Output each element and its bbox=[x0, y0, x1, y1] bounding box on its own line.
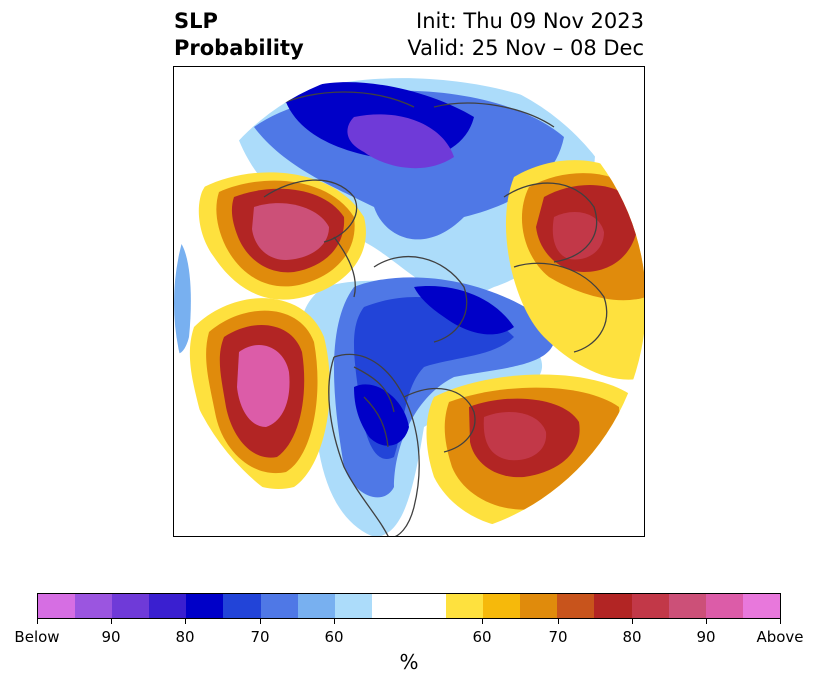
colorbar-swatch bbox=[223, 594, 261, 618]
colorbar-swatch bbox=[557, 594, 595, 618]
colorbar-swatch bbox=[149, 594, 187, 618]
colorbar-swatch bbox=[668, 594, 706, 618]
colorbar-tick-mark bbox=[632, 619, 633, 624]
colorbar-swatch bbox=[520, 594, 558, 618]
colorbar-swatch bbox=[260, 594, 298, 618]
below-region-core bbox=[354, 384, 409, 446]
title-variable: SLP bbox=[174, 9, 218, 33]
colorbar bbox=[37, 593, 781, 619]
coastlines bbox=[263, 91, 608, 536]
colorbar-tick-mark bbox=[780, 619, 781, 624]
colorbar-tick-label: 90 bbox=[696, 628, 716, 646]
above-region-core bbox=[552, 212, 604, 260]
title-right: Init: Thu 09 Nov 2023 Valid: 25 Nov – 08… bbox=[407, 8, 644, 62]
above-region-core bbox=[252, 203, 329, 260]
colorbar-tick-mark bbox=[260, 619, 261, 624]
below-region-west bbox=[174, 237, 191, 354]
probability-map bbox=[173, 66, 645, 537]
colorbar-tick-label: 60 bbox=[472, 628, 492, 646]
colorbar-tick-label: 70 bbox=[250, 628, 270, 646]
colorbar-tick-label: 70 bbox=[548, 628, 568, 646]
colorbar-tick-label: 90 bbox=[101, 628, 121, 646]
colorbar-swatch bbox=[446, 594, 484, 618]
colorbar-swatch bbox=[742, 594, 780, 618]
colorbar-swatch bbox=[38, 594, 76, 618]
colorbar-tick-mark bbox=[482, 619, 483, 624]
colorbar-swatch bbox=[483, 594, 521, 618]
colorbar-swatch bbox=[186, 594, 224, 618]
colorbar-tick-mark bbox=[111, 619, 112, 624]
colorbar-swatch bbox=[705, 594, 743, 618]
colorbar-tick-mark bbox=[185, 619, 186, 624]
colorbar-tick-label: Above bbox=[756, 628, 804, 646]
colorbar-tick-mark bbox=[706, 619, 707, 624]
map-canvas bbox=[174, 67, 644, 536]
valid-period: Valid: 25 Nov – 08 Dec bbox=[407, 36, 644, 60]
colorbar-tick-mark bbox=[37, 619, 38, 624]
below-region-strong bbox=[347, 114, 454, 169]
title-left: SLP Probability bbox=[174, 8, 304, 62]
title-product: Probability bbox=[174, 36, 304, 60]
colorbar-tick-mark bbox=[558, 619, 559, 624]
above-region-core bbox=[483, 412, 547, 461]
colorbar-tick-label: Below bbox=[14, 628, 60, 646]
below-region-core bbox=[414, 286, 514, 335]
colorbar-swatch bbox=[408, 594, 447, 618]
colorbar-swatch bbox=[297, 594, 335, 618]
colorbar-tick-label: 60 bbox=[324, 628, 344, 646]
colorbar-swatch bbox=[334, 594, 372, 618]
colorbar-swatch bbox=[631, 594, 669, 618]
colorbar-unit-label: % bbox=[399, 650, 419, 674]
colorbar-swatch bbox=[371, 594, 409, 618]
colorbar-tick-mark bbox=[334, 619, 335, 624]
colorbar-tick-label: 80 bbox=[175, 628, 195, 646]
above-region-core bbox=[237, 344, 290, 427]
colorbar-tick-label: 80 bbox=[622, 628, 642, 646]
colorbar-swatch bbox=[594, 594, 632, 618]
colorbar-swatch bbox=[75, 594, 113, 618]
init-date: Init: Thu 09 Nov 2023 bbox=[416, 9, 644, 33]
colorbar-swatch bbox=[112, 594, 150, 618]
